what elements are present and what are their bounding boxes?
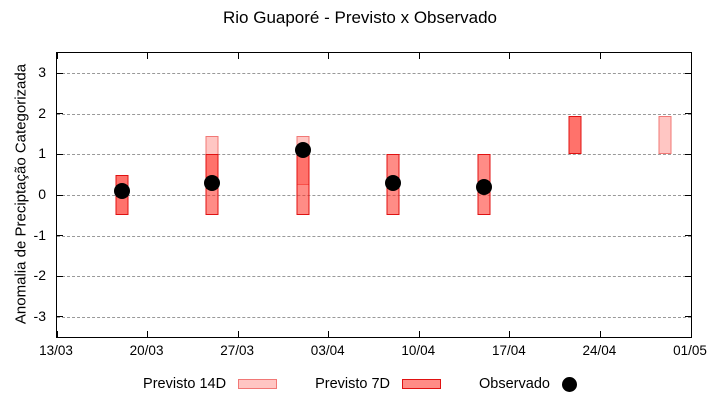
- x-tick-top-13/03: [56, 53, 58, 59]
- legend-label-previsto-14d: Previsto 14D: [143, 376, 227, 392]
- x-tick-bottom-01/05: [690, 331, 692, 337]
- gridline-y-0: [57, 195, 691, 196]
- observado-dot-15/04: [475, 178, 492, 195]
- y-tick-left--1: [57, 235, 63, 237]
- previsto-14d-swatch-icon: [238, 379, 278, 389]
- x-tick-label-24/04: 24/04: [582, 343, 617, 358]
- x-tick-label-01/05: 01/05: [673, 343, 707, 358]
- observado-dot-01/04: [294, 142, 311, 159]
- x-tick-bottom-03/04: [328, 331, 330, 337]
- x-tick-label-17/04: 17/04: [491, 343, 526, 358]
- y-tick-left-0: [57, 194, 63, 196]
- legend-label-observado: Observado: [479, 376, 550, 392]
- observado-dot-08/04: [385, 174, 402, 191]
- x-tick-label-03/04: 03/04: [310, 343, 345, 358]
- previsto-7d-bar-01/04: [296, 154, 310, 216]
- x-tick-label-10/04: 10/04: [401, 343, 436, 358]
- y-tick-right--2: [685, 275, 691, 277]
- previsto-7d-bar-22/04: [568, 115, 582, 155]
- legend-item-previsto-7d: Previsto 7D: [315, 376, 442, 392]
- x-tick-top-10/04: [418, 53, 420, 59]
- x-tick-bottom-24/04: [599, 331, 601, 337]
- previsto-7d-swatch-icon: [402, 379, 442, 389]
- y-tick-right-2: [685, 113, 691, 115]
- y-tick-right-3: [685, 72, 691, 74]
- x-tick-top-27/03: [237, 53, 239, 59]
- observado-dot-25/03: [204, 174, 221, 191]
- plot-area: [56, 52, 692, 338]
- y-tick-label-2: 2: [38, 104, 46, 121]
- x-tick-bottom-20/03: [147, 331, 149, 337]
- x-tick-top-20/03: [147, 53, 149, 59]
- previsto-14d-bar-29/04: [658, 115, 672, 155]
- gridline-y--3: [57, 316, 691, 318]
- y-tick-label-3: 3: [38, 64, 46, 81]
- observado-dot-icon: [561, 376, 577, 392]
- observado-dot-18/03: [113, 182, 130, 199]
- legend-label-previsto-7d: Previsto 7D: [315, 376, 391, 392]
- y-tick-right--1: [685, 235, 691, 237]
- chart-title: Rio Guaporé - Previsto x Observado: [222, 8, 497, 27]
- y-tick-label--1: -1: [33, 226, 46, 243]
- legend: Previsto 14D Previsto 7D Observado: [0, 372, 720, 396]
- x-tick-label-13/03: 13/03: [39, 343, 73, 358]
- y-tick-left-2: [57, 113, 63, 115]
- x-tick-bottom-27/03: [237, 331, 239, 337]
- y-tick-label-1: 1: [38, 145, 46, 162]
- y-tick-label-0: 0: [38, 186, 46, 202]
- x-tick-top-03/04: [328, 53, 330, 59]
- y-tick-right-1: [685, 153, 691, 155]
- x-tick-bottom-17/04: [509, 331, 511, 337]
- y-tick-label--2: -2: [33, 267, 46, 284]
- y-tick-right-0: [685, 194, 691, 196]
- y-tick-left-3: [57, 72, 63, 74]
- x-tick-label-27/03: 27/03: [220, 343, 255, 358]
- x-tick-top-17/04: [509, 53, 511, 59]
- y-tick-left--2: [57, 275, 63, 277]
- gridline-y-1: [57, 154, 691, 156]
- y-tick-label--3: -3: [33, 307, 46, 324]
- x-tick-label-20/03: 20/03: [129, 343, 164, 358]
- x-tick-bottom-13/03: [56, 331, 58, 337]
- legend-item-observado: Observado: [479, 376, 577, 392]
- legend-item-previsto-14d: Previsto 14D: [143, 376, 278, 392]
- gridline-y-3: [57, 73, 691, 75]
- y-tick-left-1: [57, 153, 63, 155]
- y-tick-left--3: [57, 316, 63, 318]
- y-tick-right--3: [685, 316, 691, 318]
- x-tick-top-01/05: [690, 53, 692, 59]
- gridline-y-2: [57, 113, 691, 115]
- gridline-y--1: [57, 235, 691, 237]
- x-tick-top-24/04: [599, 53, 601, 59]
- x-tick-bottom-10/04: [418, 331, 420, 337]
- gridline-y--2: [57, 276, 691, 278]
